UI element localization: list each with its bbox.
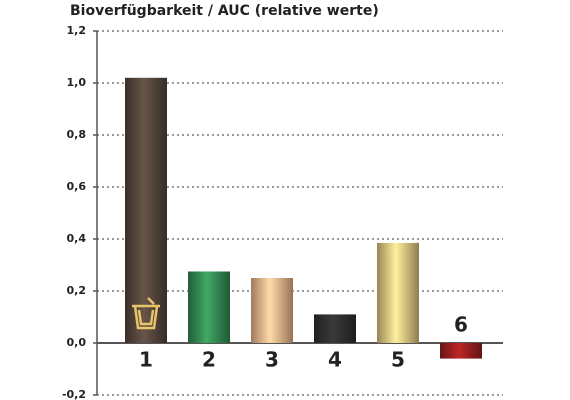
chart-title: Bioverfügbarkeit / AUC (relative werte) — [70, 3, 379, 19]
y-tick-label: -0,2 — [62, 388, 86, 400]
y-tick-label: 1,2 — [67, 24, 87, 37]
x-tick-label: 3 — [265, 348, 279, 372]
y-tick-label: 1,0 — [67, 76, 87, 89]
x-tick-label: 2 — [202, 348, 216, 372]
bar — [188, 271, 230, 343]
y-tick-label: 0,8 — [67, 128, 87, 141]
icon-shape — [132, 297, 160, 330]
x-tick-label: 1 — [139, 348, 153, 372]
y-tick-label: 0,2 — [67, 284, 87, 297]
y-tick-label: 0,0 — [67, 336, 87, 349]
bar — [251, 278, 293, 343]
y-tick-label: 0,4 — [67, 232, 87, 245]
mortar-icon — [132, 297, 160, 330]
bar — [314, 314, 356, 343]
bar — [377, 242, 419, 343]
x-tick-label: 4 — [328, 348, 342, 372]
x-tick-label: 5 — [391, 348, 405, 372]
bar — [125, 77, 167, 344]
bar — [440, 343, 482, 359]
y-tick-label: 0,6 — [67, 180, 87, 193]
x-tick-label: 6 — [454, 313, 468, 337]
